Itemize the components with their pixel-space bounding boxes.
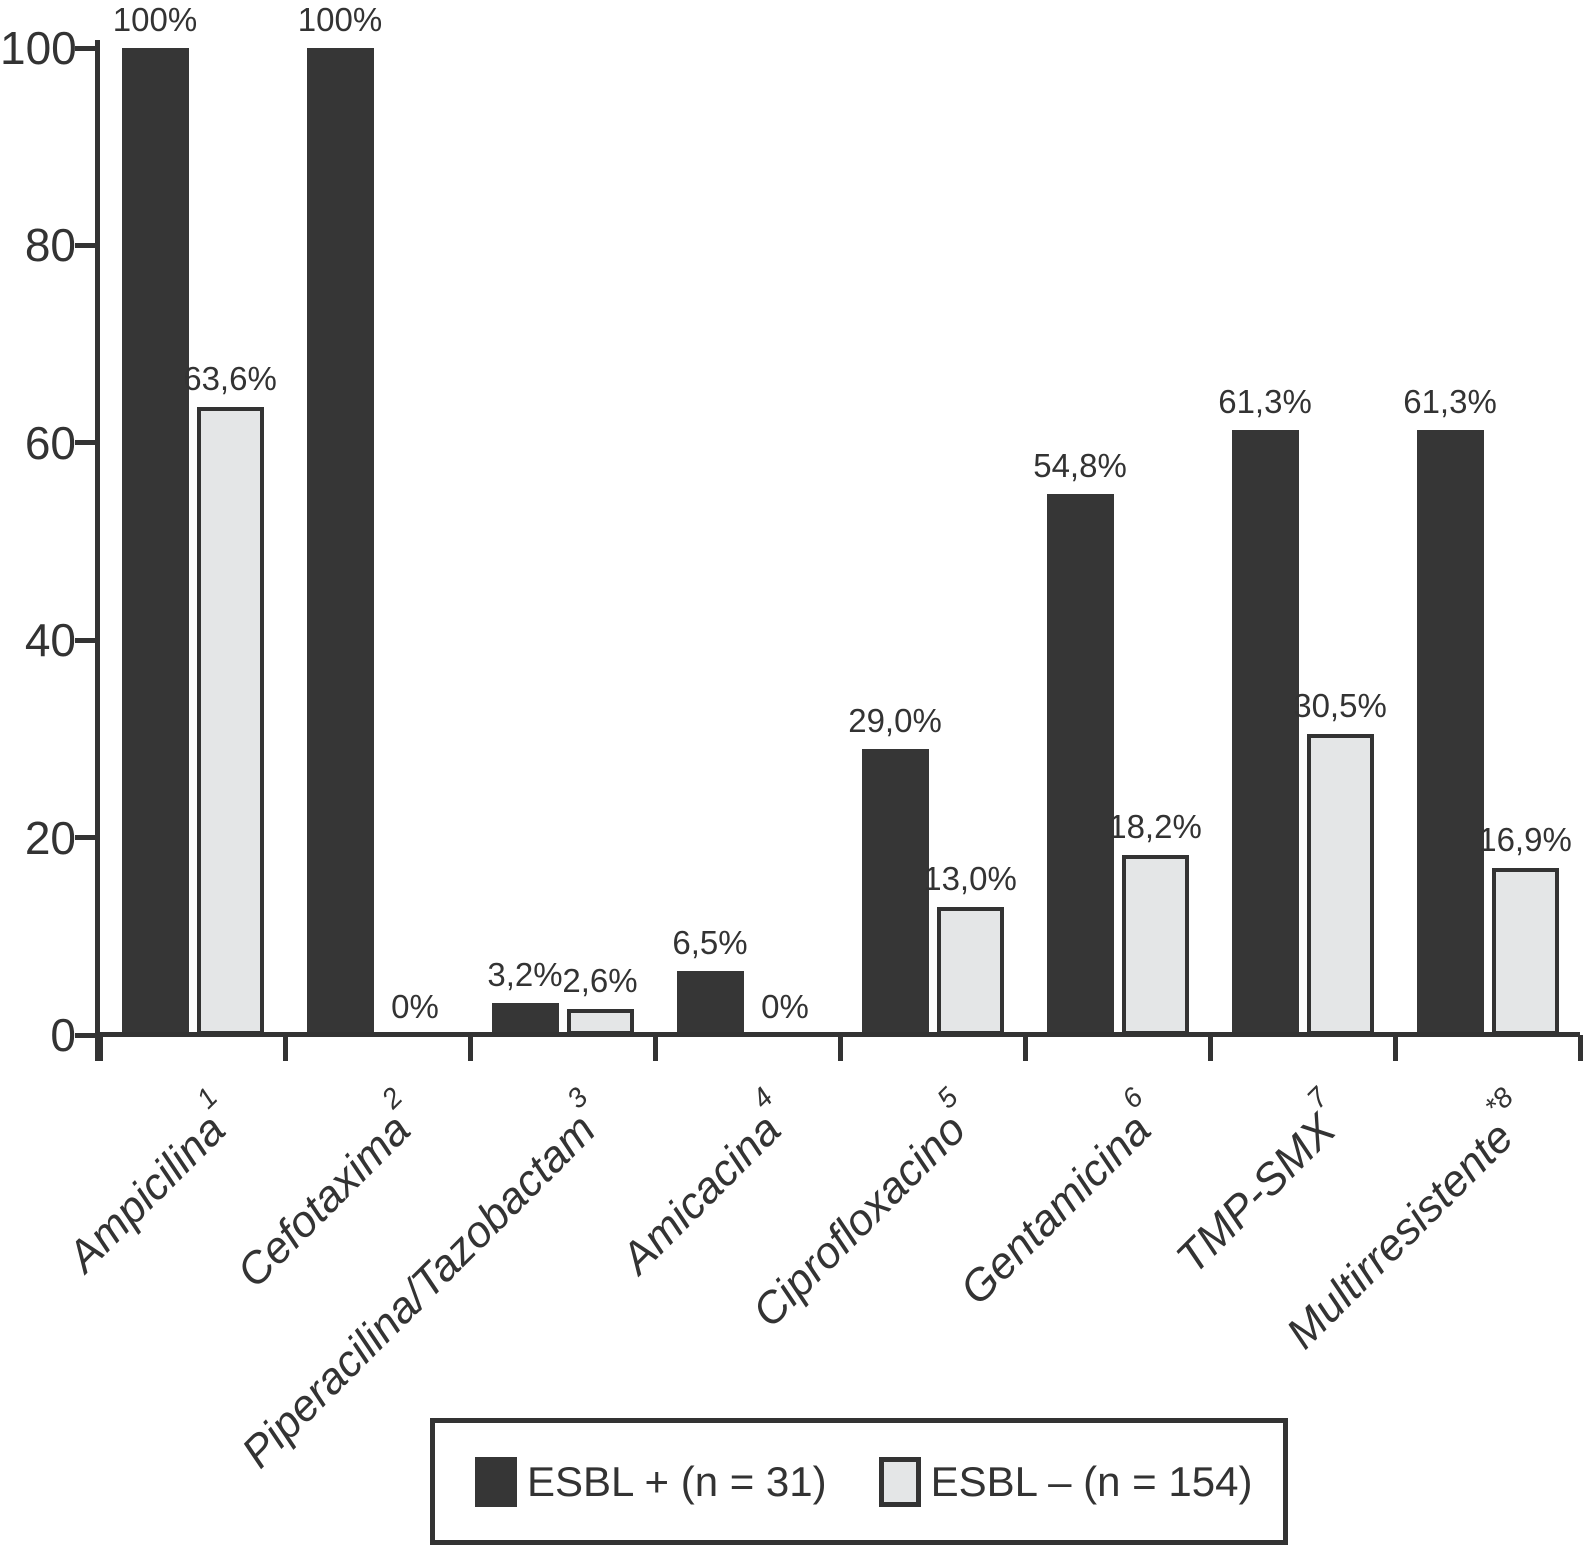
bar-dark	[491, 1003, 559, 1035]
bar-value-label: 29,0%	[848, 701, 942, 739]
x-axis-category-label: Ampicilina1	[58, 1081, 236, 1282]
bar-value-label: 16,9%	[1478, 821, 1572, 859]
bar-dark	[861, 748, 929, 1035]
bar-light	[1121, 855, 1189, 1035]
y-axis-tick	[75, 1032, 95, 1038]
x-axis-tick	[467, 1035, 473, 1061]
y-axis-tick	[75, 440, 95, 446]
bar-value-label: 63,6%	[183, 360, 277, 398]
x-axis-category-label: TMP-SMX7	[1167, 1081, 1346, 1284]
bar-light	[936, 906, 1004, 1035]
legend-item-esbl-negative: ESBL – (n = 154)	[878, 1456, 1253, 1507]
y-axis-tick-label: 80	[24, 219, 76, 272]
legend-label-esbl-positive: ESBL + (n = 31)	[527, 1457, 827, 1505]
y-axis-tick	[75, 637, 95, 643]
x-axis-tick	[282, 1035, 288, 1061]
bar-dark	[676, 970, 744, 1035]
bar-value-label: 0%	[391, 988, 439, 1025]
bar-value-label: 2,6%	[562, 962, 638, 1000]
bar-value-label: 54,8%	[1033, 447, 1127, 485]
legend-swatch-esbl-positive	[475, 1456, 517, 1507]
y-axis-tick-label: 100	[0, 22, 77, 74]
x-axis-category-label: Amicacina4	[612, 1081, 791, 1284]
bar-dark	[1231, 429, 1299, 1035]
x-axis-tick	[97, 1035, 103, 1061]
x-axis-line	[95, 1032, 1580, 1037]
y-axis-tick-label: 0	[50, 1009, 76, 1061]
legend-swatch-esbl-negative	[878, 1456, 921, 1507]
bar-light	[566, 1009, 634, 1035]
bar-value-label: 61,3%	[1403, 382, 1497, 420]
bar-dark	[1416, 429, 1484, 1035]
bar-dark	[1046, 494, 1114, 1035]
bar-light	[1306, 733, 1374, 1035]
bar-dark	[121, 48, 189, 1035]
legend: ESBL + (n = 31) ESBL – (n = 154)	[430, 1418, 1288, 1545]
bar-value-label: 100%	[297, 1, 383, 38]
bar-value-label: 6,5%	[672, 923, 748, 961]
bar-dark	[306, 48, 374, 1035]
bar-value-label: 3,2%	[487, 956, 563, 994]
bar-light	[1491, 868, 1559, 1035]
x-axis-tick	[1392, 1035, 1398, 1061]
y-axis-tick-label: 60	[24, 416, 76, 469]
legend-label-esbl-negative: ESBL – (n = 154)	[930, 1457, 1253, 1505]
y-axis-line	[95, 40, 100, 1061]
y-axis-tick	[75, 835, 95, 841]
x-axis-tick	[1577, 1035, 1583, 1061]
x-axis-tick	[837, 1035, 843, 1061]
bar-value-label: 30,5%	[1293, 686, 1387, 724]
bar-value-label: 18,2%	[1108, 808, 1202, 846]
bar-light	[196, 407, 264, 1035]
bar-value-label: 0%	[761, 988, 809, 1025]
bar-value-label: 100%	[112, 1, 198, 38]
x-axis-tick	[1207, 1035, 1213, 1061]
y-axis-tick	[75, 45, 95, 51]
bar-value-label: 61,3%	[1218, 382, 1312, 420]
y-axis-tick	[75, 242, 95, 248]
x-axis-tick	[652, 1035, 658, 1061]
legend-item-esbl-positive: ESBL + (n = 31)	[475, 1456, 827, 1507]
x-axis-category-label: Cefotaxima2	[228, 1081, 421, 1297]
y-axis-tick-label: 20	[24, 811, 76, 864]
x-axis-tick	[1022, 1035, 1028, 1061]
y-axis-tick-label: 40	[24, 614, 76, 667]
bar-value-label: 13,0%	[923, 859, 1017, 897]
